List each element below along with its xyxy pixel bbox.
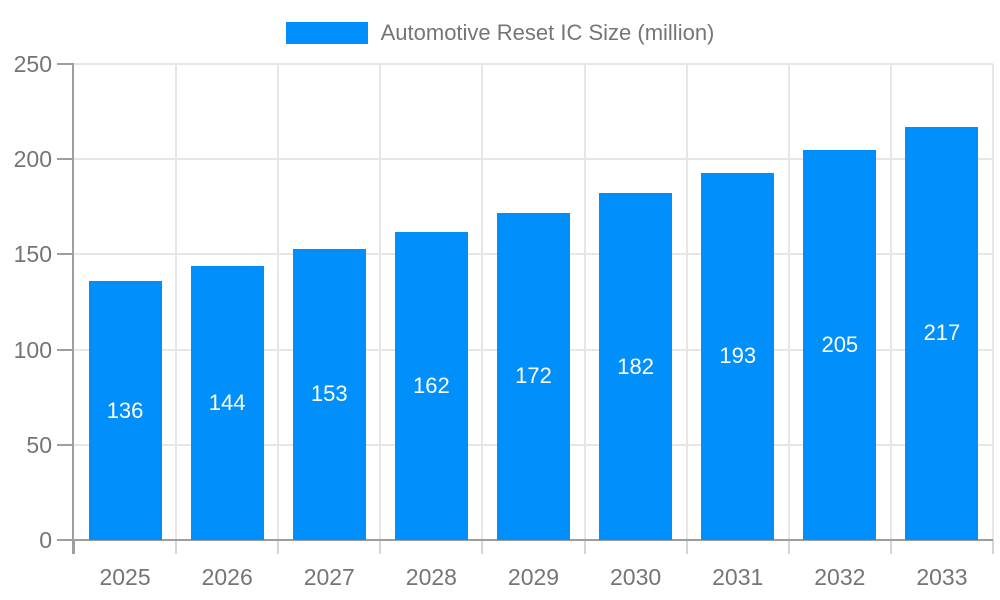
legend-label: Automotive Reset IC Size (million) bbox=[380, 20, 715, 45]
x-axis-tick bbox=[583, 540, 586, 554]
y-axis-label: 50 bbox=[26, 431, 52, 458]
bar-value-label: 172 bbox=[515, 363, 552, 389]
x-axis-label: 2031 bbox=[712, 564, 764, 590]
gridline-vertical bbox=[889, 64, 892, 540]
y-axis-tick bbox=[57, 253, 74, 256]
y-axis-line bbox=[72, 64, 74, 554]
x-axis-label: 2028 bbox=[405, 564, 457, 590]
gridline-vertical bbox=[685, 64, 688, 540]
x-axis-tick bbox=[481, 540, 484, 554]
y-axis-tick bbox=[57, 63, 74, 65]
y-axis-label: 0 bbox=[39, 527, 52, 553]
bar-value-label: 144 bbox=[208, 389, 246, 415]
y-axis-tick bbox=[57, 158, 74, 161]
x-axis-tick bbox=[175, 540, 178, 554]
y-axis-label: 100 bbox=[13, 336, 52, 363]
bar-value-label: 136 bbox=[106, 397, 144, 423]
x-axis-label: 2027 bbox=[303, 564, 355, 590]
gridline-vertical bbox=[583, 64, 586, 540]
x-axis-label: 2032 bbox=[814, 564, 866, 590]
bar-value-label: 205 bbox=[821, 331, 859, 357]
legend-swatch bbox=[285, 22, 368, 44]
x-axis-tick bbox=[379, 540, 382, 554]
y-axis-label: 250 bbox=[13, 51, 52, 77]
gridline-horizontal bbox=[74, 158, 993, 161]
bar-2030[interactable] bbox=[599, 193, 673, 540]
y-axis-label: 200 bbox=[13, 146, 52, 173]
y-axis-tick bbox=[57, 348, 74, 351]
x-axis-label: 2033 bbox=[916, 564, 968, 590]
bar-2031[interactable] bbox=[701, 172, 775, 540]
bar-value-label: 193 bbox=[719, 343, 757, 369]
gridline-vertical bbox=[379, 64, 382, 540]
x-axis-label: 2029 bbox=[507, 564, 560, 590]
x-axis-label: 2025 bbox=[99, 564, 151, 590]
bar-2029[interactable] bbox=[497, 212, 570, 540]
x-axis-tick bbox=[685, 540, 688, 554]
gridline-horizontal bbox=[74, 63, 993, 65]
x-axis-tick bbox=[889, 540, 892, 554]
bar-2027[interactable] bbox=[292, 248, 366, 540]
x-axis-tick bbox=[787, 540, 790, 554]
gridline-vertical bbox=[481, 64, 484, 540]
gridline-vertical bbox=[277, 64, 280, 540]
x-axis-label: 2030 bbox=[610, 564, 662, 590]
gridline-vertical bbox=[787, 64, 790, 540]
y-axis-tick bbox=[57, 539, 74, 541]
y-axis-label: 150 bbox=[13, 241, 52, 268]
bar-value-label: 153 bbox=[310, 381, 348, 407]
bar-value-label: 217 bbox=[923, 320, 961, 346]
bar-2033[interactable] bbox=[905, 126, 979, 540]
gridline-vertical bbox=[992, 64, 994, 540]
chart-legend[interactable]: Automotive Reset IC Size (million) bbox=[0, 20, 1000, 46]
gridline-vertical bbox=[175, 64, 178, 540]
bar-2032[interactable] bbox=[803, 149, 877, 540]
y-axis-tick bbox=[57, 443, 74, 446]
bar-2028[interactable] bbox=[394, 231, 468, 540]
x-axis-line bbox=[74, 539, 993, 541]
x-axis-tick bbox=[992, 540, 994, 554]
bar-value-label: 182 bbox=[617, 353, 654, 379]
x-axis-tick bbox=[73, 540, 75, 554]
bar-value-label: 162 bbox=[413, 372, 450, 398]
x-axis-tick bbox=[277, 540, 280, 554]
x-axis-label: 2026 bbox=[201, 564, 253, 590]
bar-2026[interactable] bbox=[190, 265, 264, 540]
bar-2025[interactable] bbox=[88, 281, 162, 540]
